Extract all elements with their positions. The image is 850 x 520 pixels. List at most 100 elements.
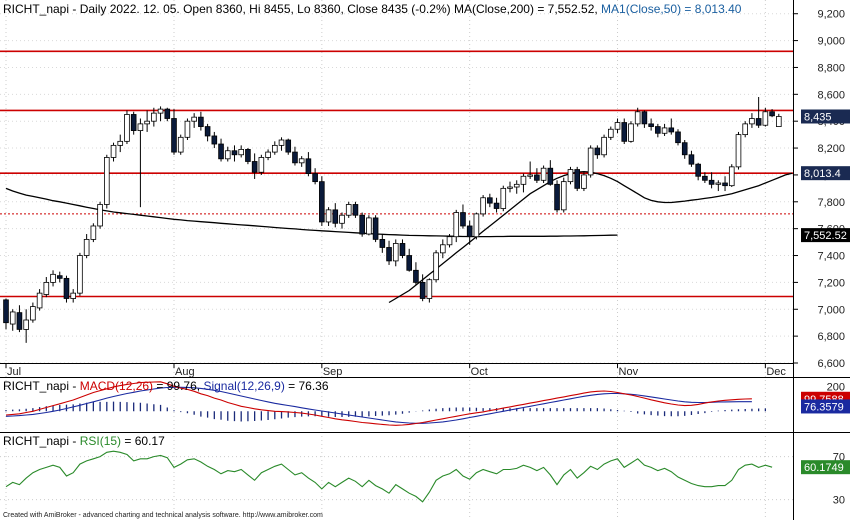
- candle-down: [406, 255, 412, 271]
- candle-down: [171, 118, 177, 153]
- last-price-tag-box: [801, 109, 850, 124]
- candle-up: [439, 244, 446, 254]
- candle-down: [708, 179, 715, 185]
- candle-up: [50, 273, 56, 283]
- candle-down: [621, 122, 628, 142]
- month-label: Dec: [766, 366, 786, 378]
- candle-up: [540, 167, 547, 181]
- macd-title-sep: -: [69, 379, 80, 393]
- price-title-ma200: MA(Close,200) = 7,552.52,: [454, 2, 601, 16]
- candle-up: [151, 112, 157, 122]
- candle-down: [312, 173, 318, 183]
- candle-up: [184, 120, 191, 138]
- candle-up: [749, 118, 755, 125]
- rsi-title-symbol: RICHT_napi: [3, 434, 69, 448]
- candle-up: [581, 174, 587, 189]
- candle-up: [110, 144, 117, 158]
- candle-down: [534, 174, 540, 181]
- candle-up: [473, 213, 480, 238]
- candle-up: [144, 120, 150, 125]
- candle-down: [372, 217, 379, 240]
- candle-down: [460, 212, 466, 227]
- rsi-line: [5, 450, 773, 503]
- candle-up: [265, 151, 271, 158]
- candle-down: [251, 161, 258, 173]
- price-axis-label: 9,000: [817, 36, 845, 48]
- price-axis-label: 7,200: [817, 277, 845, 289]
- candle-down: [332, 209, 339, 224]
- macd-title-value: = 99.76,: [153, 379, 203, 393]
- candle-up: [23, 319, 29, 330]
- rsi-pane: [0, 450, 793, 503]
- candle-up: [90, 225, 97, 240]
- candle-up: [339, 214, 345, 224]
- candle-down: [305, 158, 312, 174]
- macd-axis-label: 200: [827, 381, 845, 393]
- candle-down: [641, 111, 648, 125]
- price-axis-label: 7,800: [817, 197, 845, 209]
- candle-down: [413, 269, 419, 283]
- last-price-tag-text: 8,435: [804, 111, 832, 123]
- candle-up: [238, 148, 245, 156]
- candle-up: [513, 183, 520, 188]
- candle-up: [366, 217, 372, 235]
- candle-down: [352, 204, 359, 216]
- signal-value-tag-box: [801, 399, 850, 414]
- candle-up: [587, 147, 594, 176]
- candle-up: [36, 292, 43, 309]
- candle-up: [30, 306, 36, 321]
- ma200-value-tag-text: 7,552.52: [804, 230, 847, 242]
- price-title-symbol: RICHT_napi: [3, 2, 69, 16]
- macd-title-symbol: RICHT_napi: [3, 379, 69, 393]
- candle-down: [245, 148, 251, 162]
- candle-up: [157, 108, 164, 114]
- horizontal-levels: [0, 50, 793, 298]
- candle-down: [419, 281, 426, 299]
- candle-down: [63, 277, 70, 299]
- candle-down: [668, 127, 675, 133]
- price-axis: 9,2009,0008,8008,6008,4008,2008,0007,800…: [793, 9, 850, 507]
- ma200-value-tag-box: [801, 228, 850, 243]
- candle-up: [117, 140, 124, 146]
- candle-up: [191, 116, 197, 122]
- candle-up: [426, 279, 433, 299]
- macd-pane-title: RICHT_napi - MACD(12,26) = 99.76, Signal…: [3, 379, 329, 393]
- candle-down: [594, 147, 601, 156]
- candle-down: [218, 143, 224, 160]
- signal-value-tag-text: 76.3579: [804, 401, 844, 413]
- last-price-tag: 8,435: [801, 109, 850, 124]
- candle-up: [634, 111, 641, 125]
- candle-up: [567, 169, 574, 183]
- rsi-value-tag-text: 60.1749: [804, 462, 844, 474]
- candle-down: [648, 123, 654, 127]
- rsi-pane-title: RICHT_napi - RSI(15) = 60.17: [3, 434, 165, 448]
- candle-up: [601, 136, 607, 156]
- candle-up: [137, 123, 144, 131]
- candle-down: [292, 151, 298, 164]
- ma50-value-tag-text: 8,013.4: [804, 168, 841, 180]
- candle-down: [675, 131, 681, 144]
- candle-down: [487, 197, 493, 204]
- signal-title-name: Signal(12,26,9): [203, 379, 284, 393]
- price-title-info: - Daily 2022. 12. 05. Open 8360, Hi 8455…: [69, 2, 454, 16]
- rsi-value-tag-box: [801, 460, 850, 475]
- macd-title-name: MACD(12,26): [80, 379, 153, 393]
- price-axis-label: 8,200: [817, 143, 845, 155]
- month-label: Nov: [619, 366, 639, 378]
- ma50-value-tag-box: [801, 166, 850, 181]
- candle-up: [9, 311, 16, 325]
- candle-up: [500, 187, 507, 209]
- month-label: Oct: [471, 366, 488, 378]
- candle-down: [164, 108, 171, 119]
- candle-up: [608, 128, 614, 138]
- candle-up: [325, 209, 332, 223]
- candle-down: [655, 126, 661, 134]
- candlesticks: [3, 97, 782, 343]
- candle-down: [204, 126, 211, 137]
- candle-up: [298, 158, 305, 164]
- macd-pane: [5, 381, 767, 426]
- macd-line: [5, 381, 752, 426]
- candle-up: [527, 174, 533, 177]
- footer-credit: Created with AmiBroker - advanced charti…: [3, 512, 323, 519]
